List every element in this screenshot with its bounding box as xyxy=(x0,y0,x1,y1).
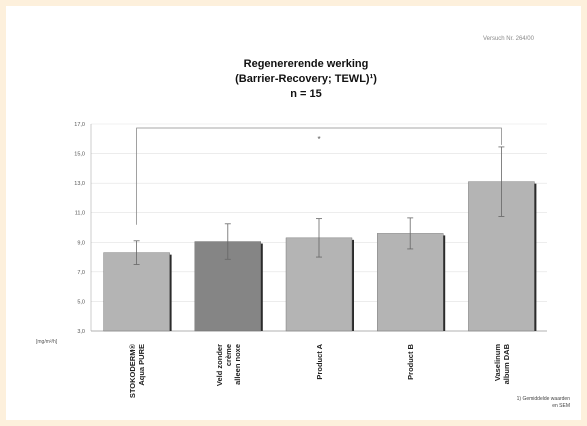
y-tick-label: 9,0 xyxy=(77,240,85,246)
y-tick-label: 17,0 xyxy=(74,122,85,128)
x-category-label-line: STOKODERM® xyxy=(128,344,137,399)
footnote-line: 1) Gemiddelde waarden xyxy=(517,396,571,402)
y-tick-label: 5,0 xyxy=(77,299,85,305)
version-note: Versuch Nr. 264/00 xyxy=(483,36,535,42)
x-category-label: STOKODERM® Aqua PURE xyxy=(128,344,146,399)
x-category-labels: STOKODERM® Aqua PURE Veld zonder crème allee… xyxy=(128,343,511,398)
bars xyxy=(103,181,537,332)
title-line: (Barrier-Recovery; TEWL)¹) xyxy=(235,73,377,85)
chart-panel: Versuch Nr. 264/00 Regenererende werking… xyxy=(6,6,581,420)
title-line: Regenererende werking xyxy=(244,58,369,70)
y-tick-label: 3,0 xyxy=(77,329,85,335)
chart-title: Regenererende werking (Barrier-Recovery; … xyxy=(235,58,377,100)
x-category-label-line: alleen noxe xyxy=(233,344,242,385)
significance-marker: * xyxy=(317,135,320,144)
y-tick-label: 13,0 xyxy=(74,181,85,187)
x-category-label-line: Product A xyxy=(315,343,324,379)
significance-bracket: * xyxy=(136,127,502,225)
x-category-label: Product A xyxy=(315,343,324,379)
chart-svg: Versuch Nr. 264/00 Regenererende werking… xyxy=(36,36,571,409)
bar xyxy=(103,252,170,332)
x-category-label-line: Aqua PURE xyxy=(137,344,146,386)
y-tick-label: 7,0 xyxy=(77,270,85,276)
footnote-line: en SEM xyxy=(552,403,570,409)
y-tick-labels: 3,0 5,0 7,0 9,0 11,0 13,0 15,0 17,0 xyxy=(74,122,85,335)
x-category-label-line: Product B xyxy=(406,343,415,379)
x-category-label: Product B xyxy=(406,343,415,379)
x-category-label-line: album DAB xyxy=(502,343,511,384)
title-line: n = 15 xyxy=(290,88,322,100)
bracket-line xyxy=(136,127,502,225)
x-category-label: Vaselinum album DAB xyxy=(493,343,511,384)
x-category-label-line: Vaselinum xyxy=(493,344,502,381)
y-axis-unit-label: [mg/m²/h] xyxy=(36,339,58,345)
x-category-label-line: crème xyxy=(224,344,233,366)
y-tick-label: 15,0 xyxy=(74,152,85,158)
x-category-label: Veld zonder crème alleen noxe xyxy=(215,344,242,386)
x-category-label-line: Veld zonder xyxy=(215,344,224,386)
error-bars xyxy=(133,146,505,265)
y-tick-label: 11,0 xyxy=(75,211,85,217)
